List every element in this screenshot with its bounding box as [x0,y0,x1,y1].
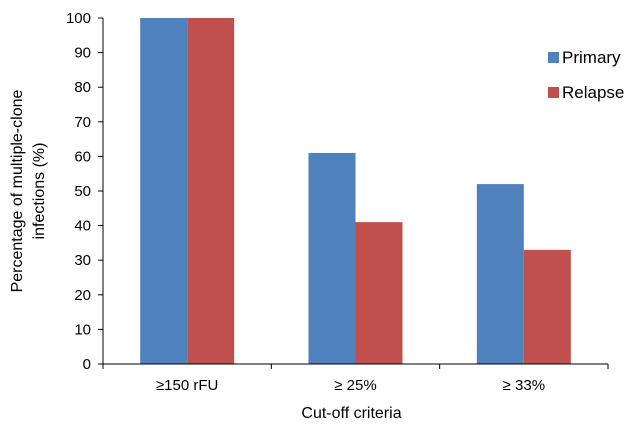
y-tick-label: 40 [74,218,91,235]
bar-primary-1 [308,152,356,364]
y-tick-label: 90 [74,45,91,62]
x-tick-label: ≥ 25% [334,377,376,394]
y-tick-label: 50 [74,183,91,200]
legend-label-primary: Primary [562,48,621,67]
legend-swatch-relapse [548,87,559,98]
bar-relapse-2 [523,249,571,364]
y-tick-label: 0 [83,356,91,373]
x-axis-title: Cut-off criteria [301,405,401,422]
y-tick-label: 60 [74,148,91,165]
y-tick-label: 10 [74,321,91,338]
y-tick-label: 70 [74,114,91,131]
bar-primary-2 [476,184,524,364]
legend-label-relapse: Relapse [562,83,624,102]
y-axis-title-line-2: infections (%) [31,143,48,240]
y-ticks-group: 0 10 20 30 40 50 60 70 80 90 100 [66,10,103,373]
y-axis-title-line-1: Percentage of multiple-clone [9,90,26,293]
x-ticks-group: ≥150 rFU ≥ 25% ≥ 33% [102,364,609,394]
x-tick-label: ≥150 rFU [156,377,218,394]
bar-relapse-1 [355,222,403,364]
bar-relapse-0 [187,18,235,364]
y-tick-label: 20 [74,287,91,304]
bars-group [140,18,571,364]
y-tick-label: 30 [74,252,91,269]
bar-primary-0 [140,18,188,364]
y-tick-label: 80 [74,79,91,96]
x-tick-label: ≥ 33% [503,377,545,394]
legend-swatch-primary [548,52,559,63]
legend: Primary Relapse [548,48,624,102]
y-tick-label: 100 [66,10,91,27]
